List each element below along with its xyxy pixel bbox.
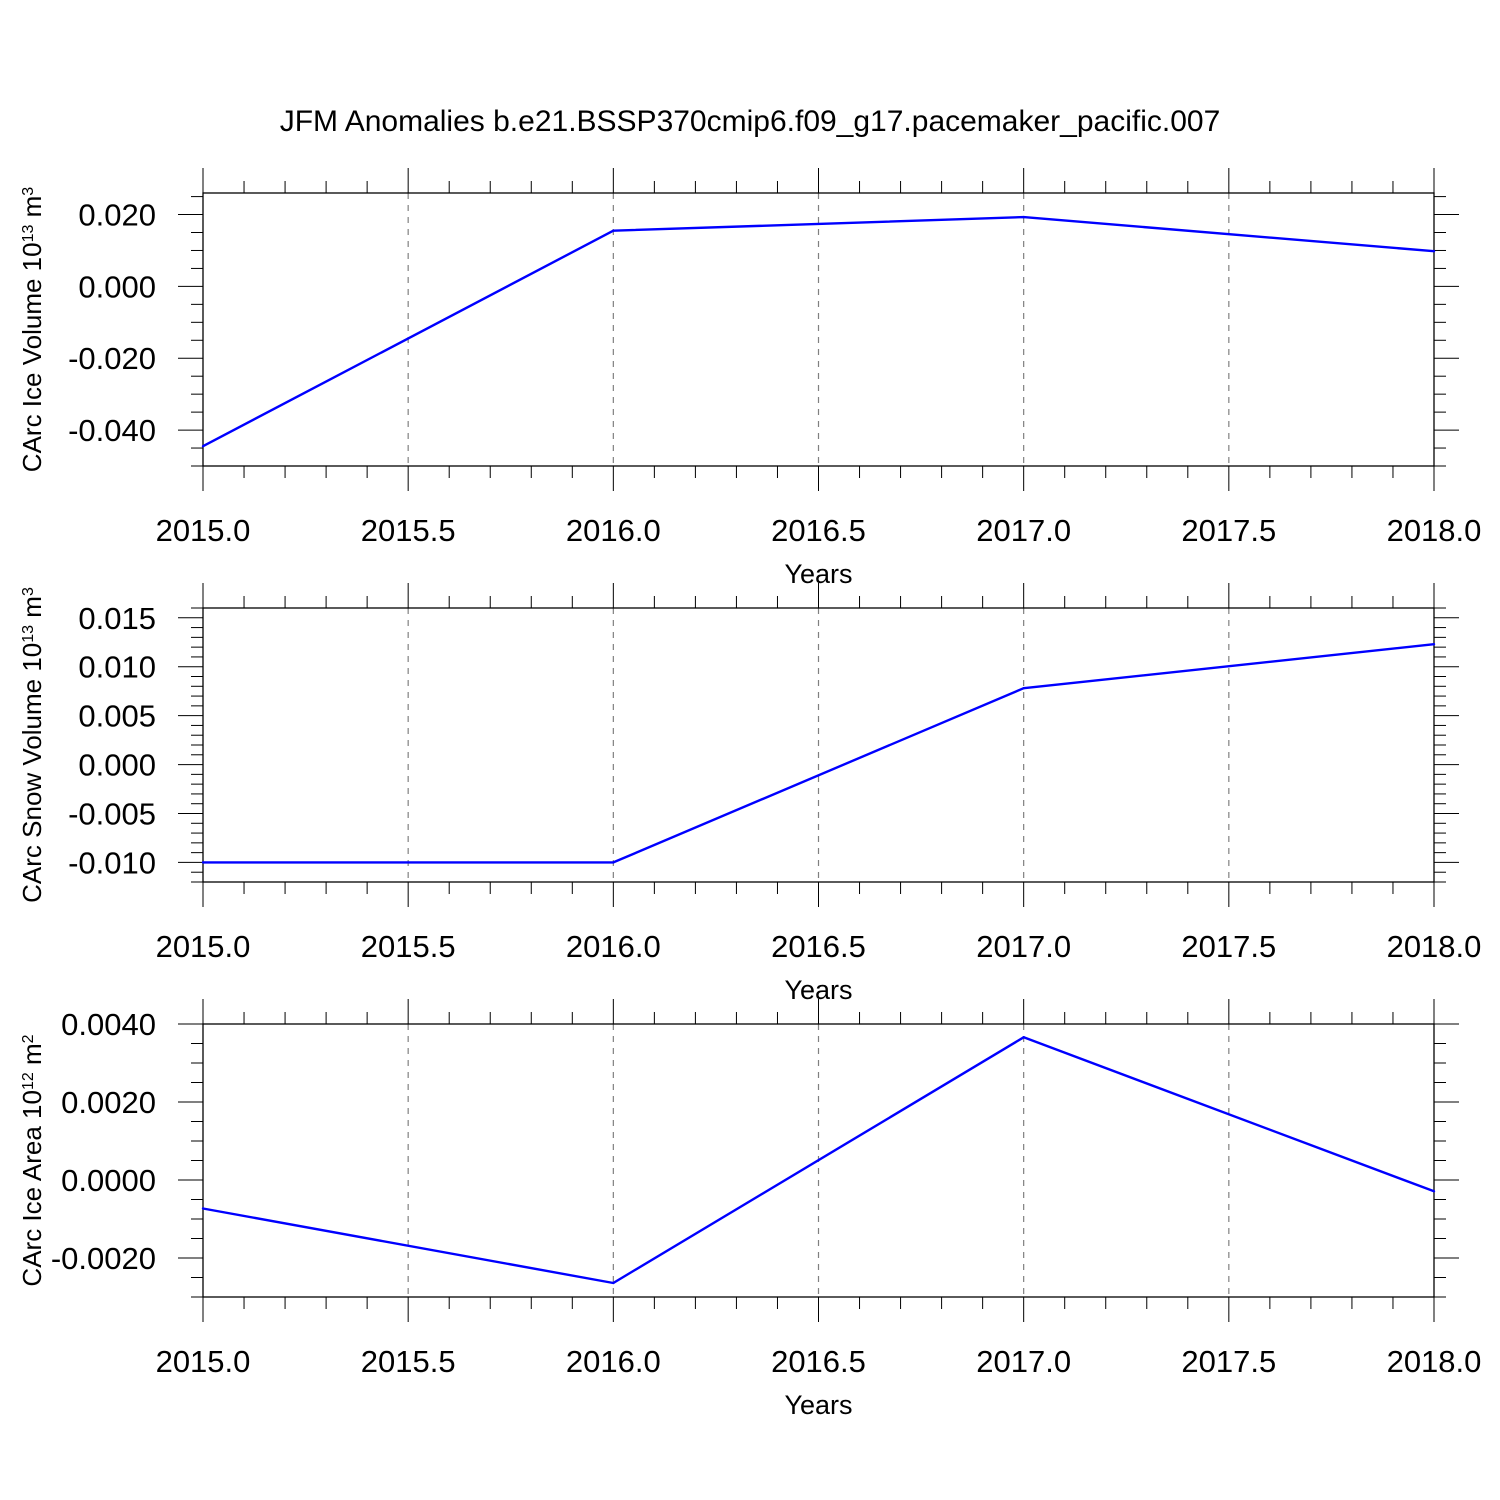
x-tick-label: 2017.0	[976, 929, 1071, 964]
data-point	[1022, 687, 1025, 690]
y-tick-label: -0.010	[68, 845, 156, 880]
x-tick-label: 2016.0	[566, 1344, 661, 1379]
y-tick-label: -0.040	[68, 413, 156, 448]
data-point	[1432, 1190, 1436, 1193]
x-tick-label: 2018.0	[1387, 513, 1482, 548]
x-tick-label: 2017.5	[1181, 1344, 1276, 1379]
chart-panel-1: -0.040 -0.020 0.000 0.020 2015.0 2015.5 2016.0…	[17, 168, 1481, 589]
y-tick-label: 0.000	[78, 748, 156, 783]
x-tick-label: 2015.0	[156, 513, 251, 548]
series-line	[203, 643, 1435, 864]
x-tick-label: 2017.5	[1181, 929, 1276, 964]
data-point	[612, 229, 615, 232]
y-axis-title: CArc Ice Area 1012 m2	[17, 1034, 47, 1286]
x-tick-label: 2016.0	[566, 929, 661, 964]
data-point	[1022, 215, 1025, 219]
y-tick-label: 0.020	[78, 198, 156, 233]
y-tick-label: 0.0020	[61, 1085, 156, 1120]
series-line	[202, 1036, 1435, 1285]
x-tick-label: 2015.5	[361, 929, 456, 964]
chart-title: JFM Anomalies b.e21.BSSP370cmip6.f09_g17…	[280, 105, 1221, 138]
y-axis-title: CArc Snow Volume 1013 m3	[17, 587, 47, 903]
y-tick-label: 0.015	[78, 601, 156, 636]
x-tick-label: 2016.0	[566, 513, 661, 548]
x-tick-label: 2016.5	[771, 929, 866, 964]
x-tick-label: 2015.5	[361, 1344, 456, 1379]
y-tick-label: -0.0020	[51, 1241, 156, 1276]
chart-panel-2: -0.010 -0.005 0.000 0.005 0.010 0.015 2015.0 20…	[17, 583, 1481, 1005]
data-point	[1432, 643, 1436, 646]
y-tick-label: 0.000	[78, 269, 156, 304]
data-point	[612, 1281, 615, 1285]
chart-panel-3: -0.0020 0.0000 0.0020 0.0040 2015.0 2015.5 201…	[17, 999, 1481, 1420]
y-tick-label: 0.0000	[61, 1163, 156, 1198]
y-tick-label: -0.005	[68, 797, 156, 832]
data-point	[612, 861, 615, 864]
y-tick-label: 0.005	[78, 699, 156, 734]
series-line	[202, 215, 1435, 448]
x-tick-label: 2015.0	[156, 929, 251, 964]
x-tick-label: 2018.0	[1387, 929, 1482, 964]
x-tick-label: 2018.0	[1387, 1344, 1482, 1379]
data-point	[201, 445, 205, 448]
x-tick-label: 2017.5	[1181, 513, 1276, 548]
x-tick-label: 2016.5	[771, 513, 866, 548]
chart-panels: -0.040 -0.020 0.000 0.020 2015.0 2015.5 2016.0…	[17, 168, 1481, 1420]
data-point	[1022, 1036, 1025, 1039]
x-tick-label: 2016.5	[771, 1344, 866, 1379]
x-tick-label: 2015.5	[361, 513, 456, 548]
data-point	[1432, 249, 1436, 253]
data-point	[201, 1207, 205, 1210]
y-tick-label: -0.020	[68, 341, 156, 376]
x-tick-label: 2017.0	[976, 513, 1071, 548]
y-tick-label: 0.010	[78, 650, 156, 685]
y-axis-title: CArc Ice Volume 1013 m3	[17, 187, 47, 472]
x-tick-label: 2017.0	[976, 1344, 1071, 1379]
x-axis-title: Years	[784, 1390, 852, 1420]
y-tick-label: 0.0040	[61, 1007, 156, 1042]
data-point	[201, 861, 205, 864]
x-tick-label: 2015.0	[156, 1344, 251, 1379]
